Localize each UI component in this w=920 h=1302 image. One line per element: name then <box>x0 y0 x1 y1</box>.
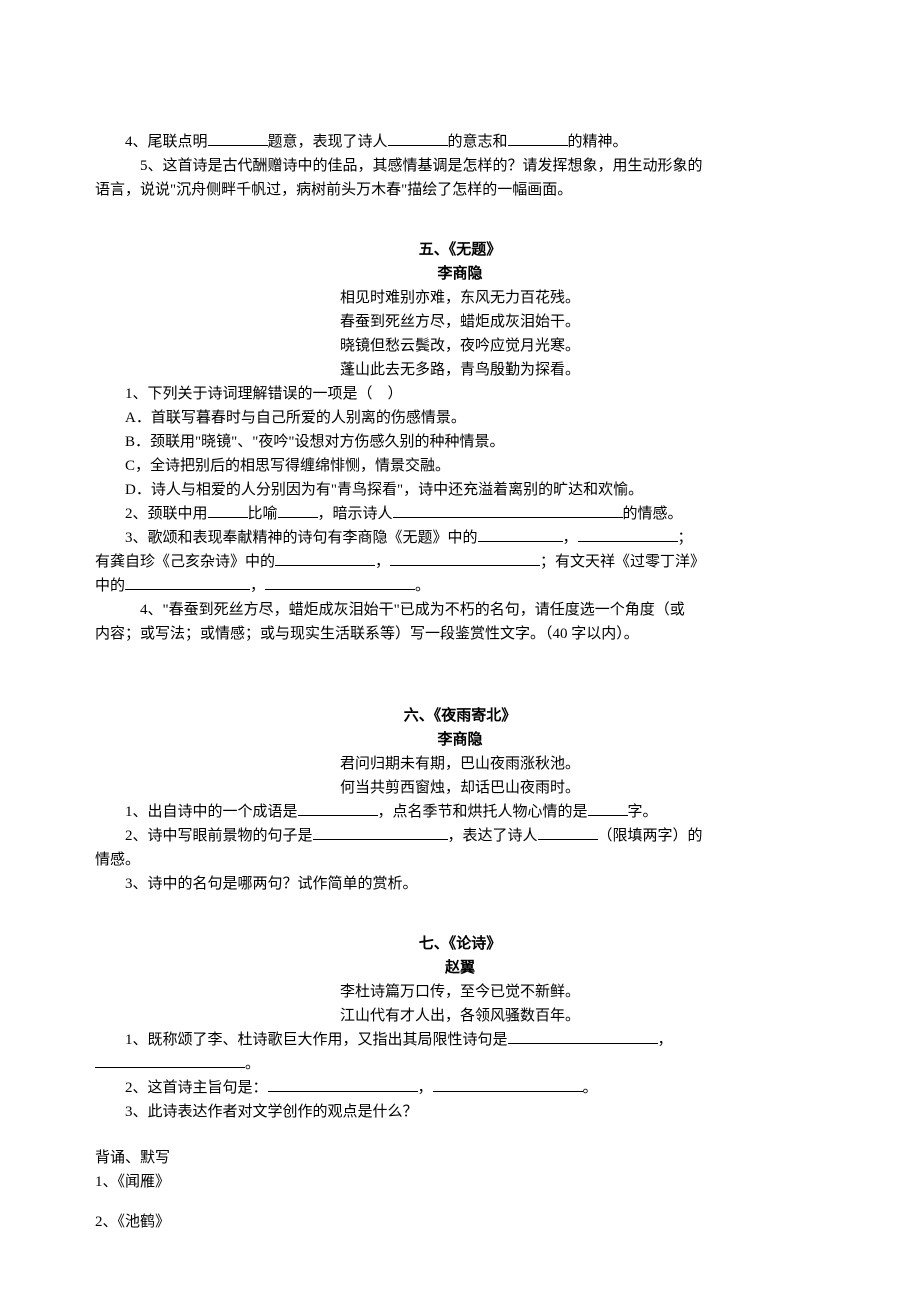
s6-q2-l2: 情感。 <box>95 848 825 872</box>
blank <box>208 131 268 146</box>
blank <box>390 551 540 566</box>
s5-q3-pre: 3、歌颂和表现奉献精神的诗句有李商隐《无题》中的 <box>125 530 478 546</box>
section-6-title: 六、《夜雨寄北》 <box>95 704 825 728</box>
s6-q2-l1: 2、诗中写眼前景物的句子是 ，表达了诗人 （限填两字）的 <box>95 824 825 848</box>
recite-heading: 背诵、默写 <box>95 1146 825 1170</box>
poem-line: 春蚕到死丝方尽，蜡炬成灰泪始干。 <box>95 310 825 334</box>
blank <box>508 1029 658 1044</box>
blank <box>275 551 375 566</box>
blank <box>478 527 563 542</box>
s5-q1c: C，全诗把别后的相思写得缠绵悱恻，情景交融。 <box>95 454 825 478</box>
s5-q2-pre: 2、颈联中用 <box>125 506 208 522</box>
q4-end: 的精神。 <box>568 134 628 150</box>
spacer <box>95 668 825 690</box>
spacer <box>95 1124 825 1146</box>
blank <box>278 503 318 518</box>
blank <box>538 825 598 840</box>
s5-q3-l3-end: 。 <box>415 578 430 594</box>
s5-q2-end: 的情感。 <box>623 506 683 522</box>
s5-q3-comma: ， <box>563 530 578 546</box>
s5-q4-l2: 内容；或写法；或情感；或与现实生活联系等）写一段鉴赏性文字。（40 字以内）。 <box>95 622 825 646</box>
section-7-title: 七、《论诗》 <box>95 932 825 956</box>
s6-q1-end: 字。 <box>628 804 658 820</box>
blank <box>388 131 448 146</box>
s7-q1-l1: 1、既称颂了李、杜诗歌巨大作用，又指出其局限性诗句是 ， <box>95 1028 825 1052</box>
blank <box>508 131 568 146</box>
s6-q1-mid: ，点名季节和烘托人物心情的是 <box>378 804 588 820</box>
s6-q2-mid: ，表达了诗人 <box>448 828 538 844</box>
s7-q3: 3、此诗表达作者对文学创作的观点是什么？ <box>95 1100 825 1124</box>
s5-q2: 2、颈联中用 比喻 ，暗示诗人 的情感。 <box>95 502 825 526</box>
s6-q2-end: （限填两字）的 <box>598 828 703 844</box>
poem-line: 蓬山此去无多路，青鸟殷勤为探看。 <box>95 358 825 382</box>
s6-q1: 1、出自诗中的一个成语是 ，点名季节和烘托人物心情的是 字。 <box>95 800 825 824</box>
s5-q3-l3: 中的 ， 。 <box>95 574 825 598</box>
s5-q1a: A．首联写暮春时与自己所爱的人别离的伤感情景。 <box>95 406 825 430</box>
s5-q3-l2: 有龚自珍《己亥杂诗》中的 ， ；有文天祥《过零丁洋》 <box>95 550 825 574</box>
q4-mid2: 的意志和 <box>448 134 508 150</box>
recite-item1: 1、《闻雁》 <box>95 1170 825 1194</box>
poem-line: 何当共剪西窗烛，却话巴山夜雨时。 <box>95 776 825 800</box>
q5-line1: 5、这首诗是古代酬赠诗中的佳品，其感情基调是怎样的？请发挥想象，用生动形象的 <box>95 154 825 178</box>
s6-q3: 3、诗中的名句是哪两句？试作简单的赏析。 <box>95 872 825 896</box>
q4-mid1: 题意，表现了诗人 <box>268 134 388 150</box>
s6-q2-pre: 2、诗中写眼前景物的句子是 <box>125 828 313 844</box>
blank <box>265 575 415 590</box>
recite-item2: 2、《池鹤》 <box>95 1210 825 1234</box>
s5-q1d: D．诗人与相爱的人分别因为有"青鸟探看"，诗中还充溢着离别的旷达和欢愉。 <box>95 478 825 502</box>
section-7-author: 赵翼 <box>95 956 825 980</box>
s7-q1-pre: 1、既称颂了李、杜诗歌巨大作用，又指出其局限性诗句是 <box>125 1032 508 1048</box>
section-6-author: 李商隐 <box>95 728 825 752</box>
blank <box>125 575 250 590</box>
spacer <box>95 646 825 668</box>
s7-q2: 2、这首诗主旨句是： ， 。 <box>95 1076 825 1100</box>
blank <box>208 503 248 518</box>
section-5-author: 李商隐 <box>95 262 825 286</box>
s5-q3-l1: 3、歌颂和表现奉献精神的诗句有李商隐《无题》中的 ， ； <box>95 526 825 550</box>
poem-line: 相见时难别亦难，东风无力百花残。 <box>95 286 825 310</box>
q5-line2: 语言，说说"沉舟侧畔千帆过，病树前头万木春"描绘了怎样的一幅画面。 <box>95 178 825 202</box>
s6-q1-pre: 1、出自诗中的一个成语是 <box>125 804 298 820</box>
s5-q3-comma2: ， <box>250 578 265 594</box>
s7-q1-end: ， <box>658 1032 673 1048</box>
s7-q2-mid: ， <box>418 1080 433 1096</box>
s5-q1: 1、下列关于诗词理解错误的一项是（ ） <box>95 382 825 406</box>
s5-q4-l1: 4、"春蚕到死丝方尽，蜡炬成灰泪始干"已成为不朽的名句，请任度选一个角度（或 <box>95 598 825 622</box>
poem-line: 晓镜但愁云鬓改，夜吟应觉月光寒。 <box>95 334 825 358</box>
spacer <box>95 1194 825 1210</box>
q4-tail: 4、尾联点明 题意，表现了诗人 的意志和 的精神。 <box>95 130 825 154</box>
blank <box>313 825 448 840</box>
spacer <box>95 202 825 224</box>
s7-q2-end: 。 <box>583 1080 598 1096</box>
blank <box>393 503 623 518</box>
s5-q3-l2-end: ；有文天祥《过零丁洋》 <box>540 554 705 570</box>
section-5-title: 五、《无题》 <box>95 238 825 262</box>
s7-q2-pre: 2、这首诗主旨句是： <box>125 1080 268 1096</box>
poem-line: 君问归期未有期，巴山夜雨涨秋池。 <box>95 752 825 776</box>
blank <box>588 801 628 816</box>
s5-q2-mid1: 比喻 <box>248 506 278 522</box>
blank <box>433 1077 583 1092</box>
blank <box>268 1077 418 1092</box>
spacer <box>95 896 825 918</box>
s5-q1b: B．颈联用"晓镜"、"夜吟"设想对方伤感久别的种种情景。 <box>95 430 825 454</box>
s5-q3-l2-mid: ， <box>375 554 390 570</box>
s5-q3-l2-pre: 有龚自珍《己亥杂诗》中的 <box>95 554 275 570</box>
blank <box>298 801 378 816</box>
s7-q1-l2: 。 <box>95 1052 825 1076</box>
s5-q3-l3-pre: 中的 <box>95 578 125 594</box>
poem-line: 江山代有才人出，各领风骚数百年。 <box>95 1004 825 1028</box>
q4-pre: 4、尾联点明 <box>125 134 208 150</box>
s5-q2-mid2: ，暗示诗人 <box>318 506 393 522</box>
blank <box>95 1053 245 1068</box>
s7-q1-l2-end: 。 <box>245 1056 260 1072</box>
s5-q3-semi: ； <box>678 530 693 546</box>
blank <box>578 527 678 542</box>
poem-line: 李杜诗篇万口传，至今已觉不新鲜。 <box>95 980 825 1004</box>
